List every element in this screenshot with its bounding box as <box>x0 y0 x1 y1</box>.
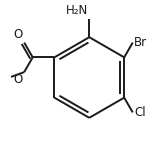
Text: Br: Br <box>134 36 147 49</box>
Text: O: O <box>13 28 23 41</box>
Text: Cl: Cl <box>134 106 146 119</box>
Text: H₂N: H₂N <box>65 4 88 17</box>
Text: O: O <box>13 73 23 86</box>
